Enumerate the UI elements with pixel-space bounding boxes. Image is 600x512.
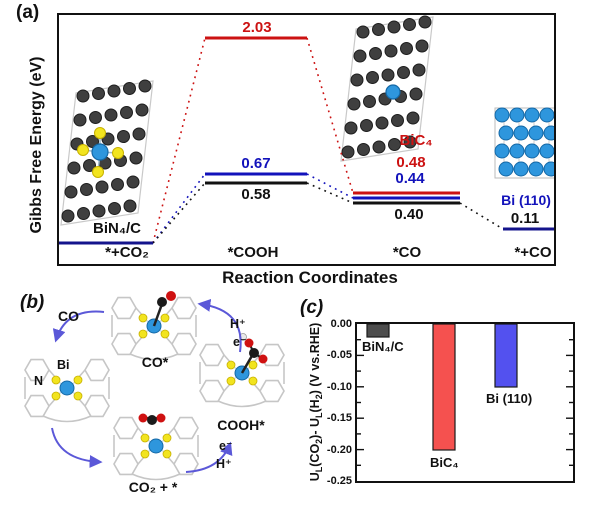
co2-free-label: CO₂ + * [128,479,178,495]
panel-c-bar-chart [357,324,573,467]
panel-a-x-axis-label: Reaction Coordinates [222,268,398,287]
catalyst-label-bin4c: BiN₄/C [93,220,141,237]
co-release-label: CO [58,308,79,324]
carbon-atom [249,348,259,358]
bi-atom-label: Bi [57,358,70,372]
panel-b-catalytic-cycle [8,291,300,512]
panel-c-label: (c) [300,297,324,318]
proton-label-bottom: H⁺ [216,457,232,471]
structure-cooh-adsorbed [200,333,284,407]
structure-co2-physisorbed [114,413,198,480]
panel-a-diagram [59,15,554,245]
value-cooh-bin4c: 0.58 [241,186,271,203]
nitrogen-atoms [77,127,124,178]
bismuth-atom [91,143,109,161]
structure-co-adsorbed [112,291,196,360]
oxygen-atom [166,291,176,301]
state-label-co2: *+CO₂ [105,244,149,261]
panel-a-y-axis-label: Gibbs Free Energy (eV) [28,56,45,234]
ytick-2: -0.10 [326,381,352,393]
value-cooh-bic4: 2.03 [242,19,272,36]
state-label-final: *+CO [514,244,552,261]
value-co-bi110: 0.44 [395,170,425,187]
panel-a-plot-area [57,13,556,266]
axis-ticks [357,338,573,467]
oxygen-atom [258,354,268,364]
ylabel-part: (CO [308,443,322,467]
ytick-0: 0.00 [330,318,352,330]
bar-label-bi110: Bi (110) [486,391,533,406]
catalyst-label-bi110: Bi (110) [501,192,551,208]
energy-levels [59,36,554,245]
bi110-structure-inset [494,107,554,179]
state-label-cooh: *COOH [227,244,279,261]
bic4-structure-inset [341,16,433,161]
bar-label-bin4c: BiN₄/C [362,339,404,354]
bismuth-lattice-atoms [494,107,554,177]
ytick-3: -0.15 [326,412,352,424]
carbon-atom [147,415,157,425]
ylabel-sub: L [314,412,324,418]
cooh-ads-label: COOH* [217,417,265,433]
ylabel-sub: 2 [314,438,324,444]
carbon-atom [157,297,167,307]
electron-label-bottom: e⁻ [219,439,233,453]
panel-a-label: (a) [16,2,40,23]
value-co-bic4: 0.48 [396,154,426,171]
arrow-first-proton-electron [185,441,233,473]
proton-label-top: H⁺ [230,317,246,331]
value-final: 0.11 [510,210,540,227]
ytick-4: -0.20 [326,444,352,456]
arrow-co2-adsorption [51,427,103,468]
state-label-co: *CO [392,244,422,261]
bismuth-atom [385,84,401,100]
bin4c-structure-inset [61,80,153,225]
value-cooh-bi110: 0.67 [241,155,271,172]
bar-label-bic4: BiC₄ [430,455,459,470]
catalyst-label-bic4: BiC₄ [399,132,433,149]
arrow-second-proton-electron [197,298,242,353]
oxygen-atom [156,413,166,423]
bar-bic4 [432,324,456,451]
ylabel-sub: 2 [314,394,324,400]
cycle-arrows [51,298,242,473]
transition-connectors [152,37,504,244]
bar-bin4c [366,324,390,338]
ytick-5: -0.25 [326,475,352,487]
arrow-co-release [52,310,105,343]
ylabel-sub: L [314,466,324,473]
panel-b-label: (b) [20,292,45,313]
ylabel-part: U [308,472,322,482]
panel-c-plot-area [355,322,575,483]
oxygen-atom [138,413,148,423]
n-atom-label: N [34,374,44,388]
oxygen-atom [244,338,254,348]
ytick-1: -0.05 [326,349,352,361]
value-co-bin4c: 0.40 [394,206,424,223]
ylabel-part: )- U [308,417,322,439]
co-ads-label: CO* [141,354,169,370]
electron-label-top: e⁻ [233,335,247,349]
ylabel-part: ) (V vs.RHE) [308,322,322,395]
panel-c-y-axis-label: UL(CO2)- UL(H2) (V vs.RHE) [308,262,326,512]
ylabel-part: (H [308,399,322,413]
bar-bi110 [494,324,518,388]
